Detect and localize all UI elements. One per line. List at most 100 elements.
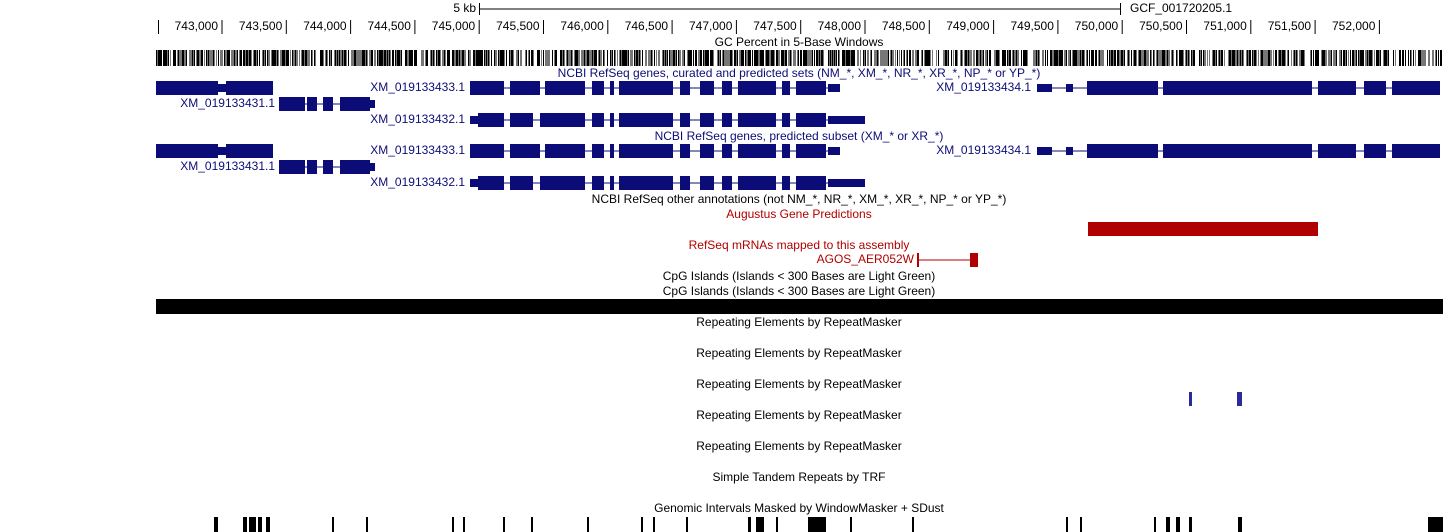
gc-window [487,50,488,66]
gc-window [765,50,766,66]
gc-window [943,50,944,66]
gc-window [160,50,161,66]
gc-window [1273,50,1274,66]
gc-window [543,50,544,66]
gc-window [307,50,308,66]
gc-window [537,50,538,66]
exon [230,81,273,95]
gc-window [533,50,534,66]
gc-window [1428,50,1429,66]
gc-window [1374,50,1375,66]
gc-window [386,50,387,66]
gc-window [727,50,728,66]
gc-window [969,50,970,66]
gc-window [996,50,997,66]
gc-window [334,50,335,66]
gc-window [485,50,486,66]
gc-window [974,50,975,66]
exon [680,81,690,95]
gc-window [1360,50,1361,66]
gc-window [1377,50,1378,66]
exon [1364,144,1386,158]
gc-window [955,50,956,66]
gc-window [726,50,727,66]
masked-interval [243,517,247,532]
exon [1087,81,1158,95]
gc-window [1287,50,1288,66]
gc-window [1128,50,1129,66]
gc-window [1187,50,1188,66]
gc-window [567,50,568,66]
gc-window [930,50,931,66]
masked-interval [258,517,262,532]
augustus-bar [1088,222,1318,236]
gc-window [199,50,200,66]
gc-window [243,50,244,66]
gc-window [822,50,823,66]
gc-window [281,50,282,66]
gc-window [277,50,278,66]
gc-window [1405,50,1406,66]
gc-window [1296,50,1297,66]
gc-window [311,50,312,66]
gc-window [383,50,384,66]
gc-window [907,50,908,66]
gc-window [489,50,490,66]
exon [156,81,218,95]
gc-window [1300,50,1301,66]
gc-window [870,50,871,66]
gc-window [758,50,759,66]
gc-window [763,50,764,66]
gc-window [246,50,247,66]
gc-window [892,50,893,66]
gc-window [372,50,373,66]
gc-window [282,50,283,66]
gc-window [284,50,285,66]
gc-window [1091,50,1092,66]
gc-window [987,50,988,66]
exon [226,81,230,95]
gc-window [853,50,854,66]
gc-window [220,50,221,66]
gc-window [1110,50,1111,66]
gc-window [1100,50,1101,66]
gc-window [1034,50,1035,66]
gc-window [829,50,830,66]
gc-window [180,50,181,66]
masked-interval [912,517,914,532]
ruler-label: 751,000 [1203,19,1247,33]
gc-window [832,50,833,66]
gc-window [343,50,344,66]
gc-window [190,50,191,66]
gc-window [1059,50,1060,66]
gc-window [1313,50,1314,66]
gc-window [854,50,855,66]
gc-window [1016,50,1017,66]
gc-window [454,50,455,66]
gc-window [268,50,269,66]
gc-window [179,50,180,66]
gc-window [1140,50,1141,66]
gc-window [636,50,637,66]
gc-window [1121,50,1122,66]
gc-window [526,50,527,66]
gc-window [512,50,513,66]
gc-window [473,50,474,66]
masked-interval [587,517,589,532]
gc-window [468,50,469,66]
gc-window [1199,50,1200,66]
gc-window [1242,50,1243,66]
gc-window [658,50,659,66]
gc-window [871,50,872,66]
gc-window [773,50,774,66]
gc-window [444,50,445,66]
gc-window [745,50,746,66]
gc-window [1115,50,1116,66]
gc-window [197,50,198,66]
gc-window [794,50,795,66]
gc-window [622,50,623,66]
gc-window [596,50,597,66]
gc-window [1192,50,1193,66]
gc-window [409,50,410,66]
gc-window [1193,50,1194,66]
